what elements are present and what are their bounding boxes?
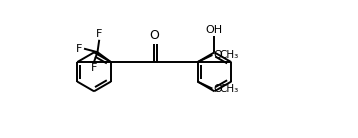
Text: F: F [91,63,97,73]
Text: F: F [76,44,83,54]
Text: CH₃: CH₃ [219,50,238,60]
Text: O: O [149,29,159,42]
Text: O: O [213,84,222,94]
Text: OH: OH [206,25,223,35]
Text: CH₃: CH₃ [219,84,238,94]
Text: F: F [96,29,102,39]
Text: O: O [213,50,222,60]
